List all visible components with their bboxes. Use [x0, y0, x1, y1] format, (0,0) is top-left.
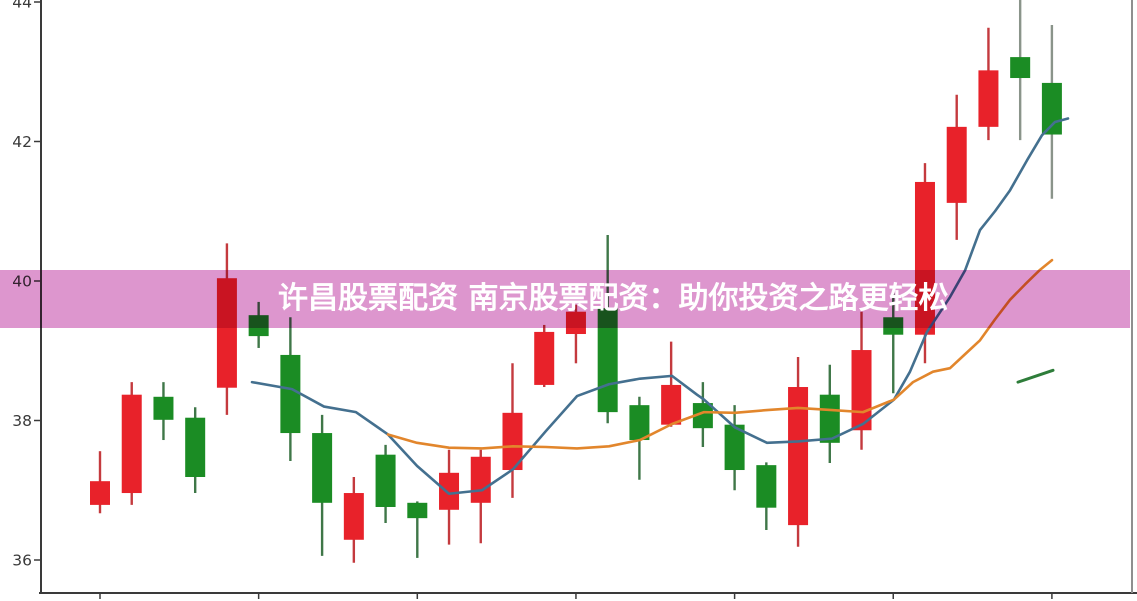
candle-body-up: [502, 412, 523, 471]
candle-body-down: [407, 502, 428, 519]
candle-body-down: [375, 454, 396, 507]
candle-body-down: [280, 354, 301, 434]
candle-body-up: [661, 384, 682, 425]
candle-body-up: [343, 493, 364, 540]
ma-green-line: [1016, 368, 1055, 384]
banner-title: 许昌股票配资 南京股票配资：助你投资之路更轻松: [278, 281, 949, 316]
ma-blue-line: [250, 117, 1070, 496]
candle-body-up: [90, 481, 110, 505]
candle-body-up: [946, 126, 967, 203]
candle-body-up: [121, 394, 142, 494]
candle-body-down: [312, 433, 333, 503]
candle-body-down: [724, 424, 745, 471]
candle-body-down: [629, 405, 650, 441]
y-axis-label: 42: [12, 133, 32, 151]
candle-body-down: [692, 403, 713, 429]
y-axis-label: 38: [12, 412, 32, 430]
candle-body-down: [185, 417, 206, 477]
candle-body-down: [153, 396, 174, 420]
candle-body-up: [439, 472, 460, 510]
candle-body-up: [534, 331, 555, 385]
candle-body-down: [1010, 57, 1031, 79]
y-axis-label: 44: [12, 0, 32, 12]
candle-body-up: [978, 70, 999, 127]
candle-body-down: [756, 465, 777, 508]
candle-body-up: [470, 456, 491, 503]
candle-body-down: [819, 394, 840, 443]
y-axis-label: 36: [12, 552, 32, 570]
candle-body-up: [788, 387, 809, 526]
banner-overlay: [0, 270, 1130, 328]
